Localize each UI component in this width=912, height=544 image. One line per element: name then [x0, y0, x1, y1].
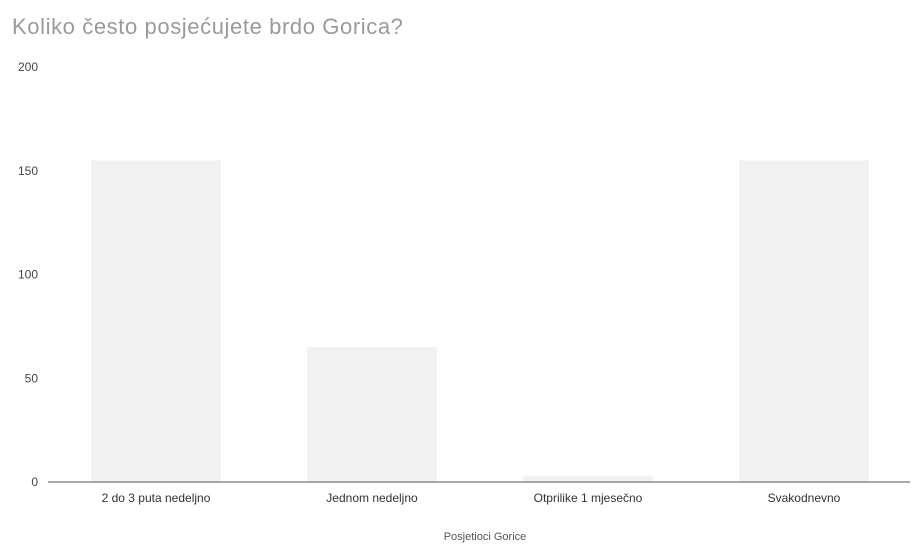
y-tick-label: 0	[31, 475, 38, 489]
x-category-label: Svakodnevno	[768, 491, 841, 505]
y-tick-label: 200	[18, 60, 38, 74]
chart-title: Koliko često posjećujete brdo Gorica?	[12, 14, 404, 39]
bar	[91, 160, 221, 482]
x-axis-label: Posjetioci Gorice	[444, 531, 527, 543]
bar	[523, 475, 653, 482]
x-category-label: Otprilike 1 mjesečno	[534, 491, 643, 505]
bars	[91, 160, 869, 482]
x-category-label: Jednom nedeljno	[326, 491, 418, 505]
y-tick-label: 150	[18, 164, 38, 178]
bar	[307, 347, 437, 482]
bar	[739, 160, 869, 482]
y-tick-label: 50	[25, 371, 39, 385]
y-tick-label: 100	[18, 268, 38, 282]
x-category-labels: 2 do 3 puta nedeljno Jednom nedeljno Otpri…	[102, 491, 841, 505]
y-tick-labels: 0 50 100 150 200	[18, 60, 38, 489]
x-category-label: 2 do 3 puta nedeljno	[102, 491, 211, 505]
